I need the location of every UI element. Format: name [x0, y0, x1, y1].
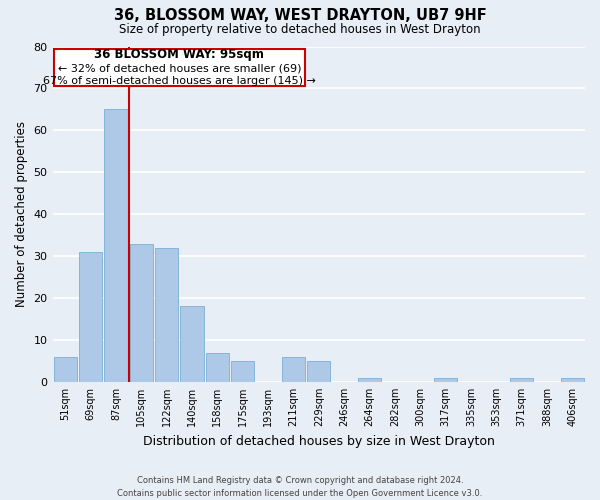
Text: Size of property relative to detached houses in West Drayton: Size of property relative to detached ho…: [119, 22, 481, 36]
Bar: [231, 361, 254, 382]
Bar: [104, 110, 128, 382]
Bar: [282, 357, 305, 382]
Bar: [434, 378, 457, 382]
Text: Contains HM Land Registry data © Crown copyright and database right 2024.
Contai: Contains HM Land Registry data © Crown c…: [118, 476, 482, 498]
Bar: [53, 357, 77, 382]
Text: 36, BLOSSOM WAY, WEST DRAYTON, UB7 9HF: 36, BLOSSOM WAY, WEST DRAYTON, UB7 9HF: [113, 8, 487, 22]
Bar: [206, 352, 229, 382]
Text: ← 32% of detached houses are smaller (69): ← 32% of detached houses are smaller (69…: [58, 64, 301, 74]
Text: 36 BLOSSOM WAY: 95sqm: 36 BLOSSOM WAY: 95sqm: [94, 48, 264, 60]
Bar: [79, 252, 102, 382]
Bar: [510, 378, 533, 382]
Bar: [155, 248, 178, 382]
Bar: [130, 244, 153, 382]
Text: 67% of semi-detached houses are larger (145) →: 67% of semi-detached houses are larger (…: [43, 76, 316, 86]
Bar: [181, 306, 203, 382]
X-axis label: Distribution of detached houses by size in West Drayton: Distribution of detached houses by size …: [143, 434, 495, 448]
Bar: [560, 378, 584, 382]
Y-axis label: Number of detached properties: Number of detached properties: [15, 121, 28, 307]
Bar: [358, 378, 381, 382]
Bar: [307, 361, 331, 382]
FancyBboxPatch shape: [54, 48, 305, 86]
